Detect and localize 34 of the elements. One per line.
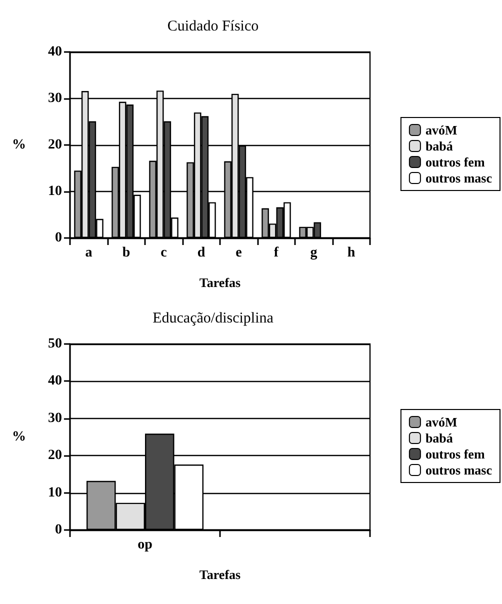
x-tick-label: op <box>138 538 153 552</box>
chart-title: Educação/disciplina <box>152 310 274 326</box>
y-tick-label: 10 <box>48 485 62 500</box>
y-axis-title: % <box>12 430 26 444</box>
y-tick-label: 0 <box>55 230 62 246</box>
legend-label: outros masc <box>425 170 492 186</box>
legend-label: babá <box>425 430 454 446</box>
legend-label: avóM <box>425 122 458 138</box>
x-tick-label: d <box>197 246 206 260</box>
y-tick-label: 10 <box>48 184 62 199</box>
x-tick-label: b <box>122 246 130 260</box>
x-axis-title: Tarefas <box>199 275 241 290</box>
legend-label: outros masc <box>425 462 492 478</box>
y-axis-title: % <box>12 138 26 152</box>
chart-title: Cuidado Físico <box>167 18 259 34</box>
y-tick-label: 0 <box>55 522 62 538</box>
x-tick-label: e <box>236 246 242 260</box>
y-tick-label: 30 <box>48 410 62 426</box>
x-tick-label: f <box>274 246 279 260</box>
x-tick-label: a <box>85 246 92 260</box>
x-tick-label: c <box>160 246 167 260</box>
y-tick-label: 40 <box>48 44 62 60</box>
legend-label: outros fem <box>425 154 485 170</box>
legend-label: outros fem <box>425 446 485 462</box>
legend-label: babá <box>425 138 454 154</box>
x-tick-label: g <box>310 246 318 260</box>
y-tick-label: 30 <box>48 91 62 106</box>
y-tick-label: 20 <box>48 138 62 152</box>
y-tick-label: 50 <box>48 336 62 352</box>
y-tick-label: 40 <box>48 374 62 389</box>
legend-label: avóM <box>425 414 458 430</box>
y-tick-label: 20 <box>48 448 62 464</box>
x-axis-title: Tarefas <box>199 567 241 582</box>
x-tick-label: h <box>347 246 356 260</box>
